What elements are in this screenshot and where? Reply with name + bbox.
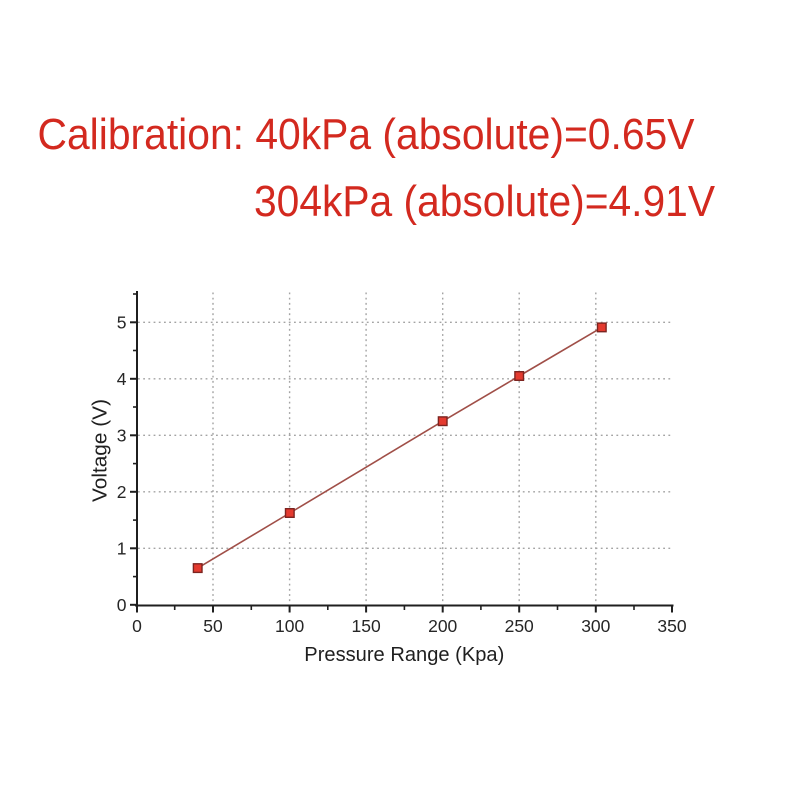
svg-text:4: 4 xyxy=(117,369,127,389)
svg-text:2: 2 xyxy=(117,482,127,502)
svg-text:0: 0 xyxy=(132,616,142,636)
svg-text:250: 250 xyxy=(505,616,534,636)
svg-text:350: 350 xyxy=(657,616,686,636)
svg-text:5: 5 xyxy=(117,312,127,332)
svg-text:3: 3 xyxy=(117,425,127,445)
svg-text:150: 150 xyxy=(351,616,380,636)
svg-text:50: 50 xyxy=(203,616,223,636)
svg-text:Voltage (V): Voltage (V) xyxy=(89,399,112,502)
svg-text:300: 300 xyxy=(581,616,610,636)
svg-text:Calibration: 40kPa (absolute)=: Calibration: 40kPa (absolute)=0.65V xyxy=(38,110,696,159)
svg-text:0: 0 xyxy=(117,595,127,615)
svg-text:100: 100 xyxy=(275,616,304,636)
svg-text:304kPa (absolute)=4.91V: 304kPa (absolute)=4.91V xyxy=(254,177,716,226)
svg-text:200: 200 xyxy=(428,616,457,636)
svg-text:Pressure Range (Kpa): Pressure Range (Kpa) xyxy=(304,643,504,666)
svg-text:1: 1 xyxy=(117,538,127,558)
